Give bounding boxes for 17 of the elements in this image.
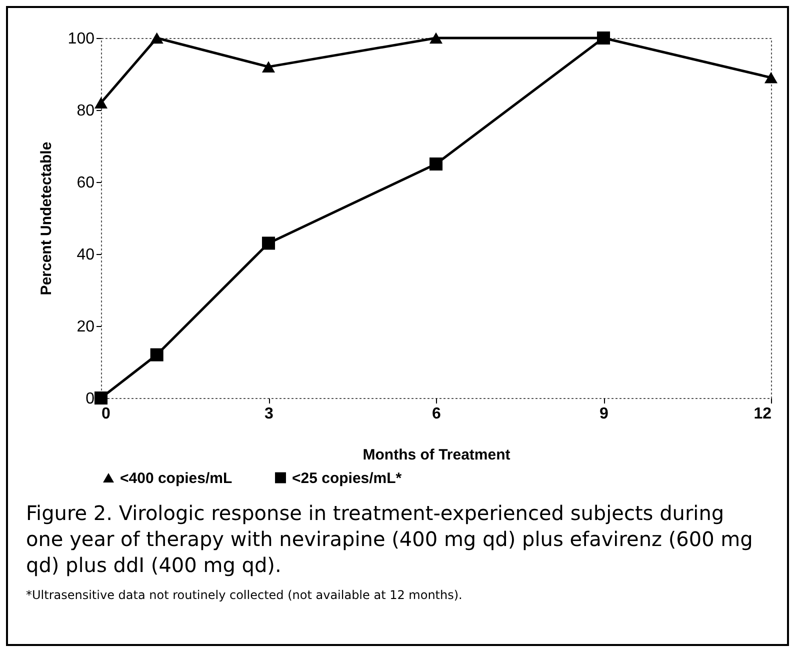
x-tick-label: 3 xyxy=(264,406,274,422)
text: *Ultrasensitive data not routinely collected (not available at 12 months). xyxy=(26,588,464,602)
x-axis-title: Months of Treatment xyxy=(362,446,510,464)
x-tick-label: 9 xyxy=(600,406,609,422)
y-tick-label: 60 xyxy=(76,174,95,192)
x-tick-label: 0 xyxy=(102,406,110,422)
x-tick-label: 12 xyxy=(754,406,772,422)
y-axis-title: Percent Undetectable xyxy=(38,142,55,296)
legend-label: <25 copies/mL* xyxy=(292,470,402,487)
y-tick-label: 40 xyxy=(76,246,95,264)
x-tick-label: 6 xyxy=(432,406,442,422)
y-tick-label: 80 xyxy=(76,102,95,120)
caption: Figure 2. Virologic response in treatment-experienced subjects during one year of therapy with nevirapine (400 mg qd) plus efavirenz (600 mg qd) plus ddI (400 mg qd). xyxy=(26,500,754,578)
y-tick-label: 100 xyxy=(68,30,95,48)
legend-label: <400 copies/mL xyxy=(120,470,232,487)
y-tick-label: 20 xyxy=(76,318,95,336)
y-tick-label: 0 xyxy=(86,390,95,408)
